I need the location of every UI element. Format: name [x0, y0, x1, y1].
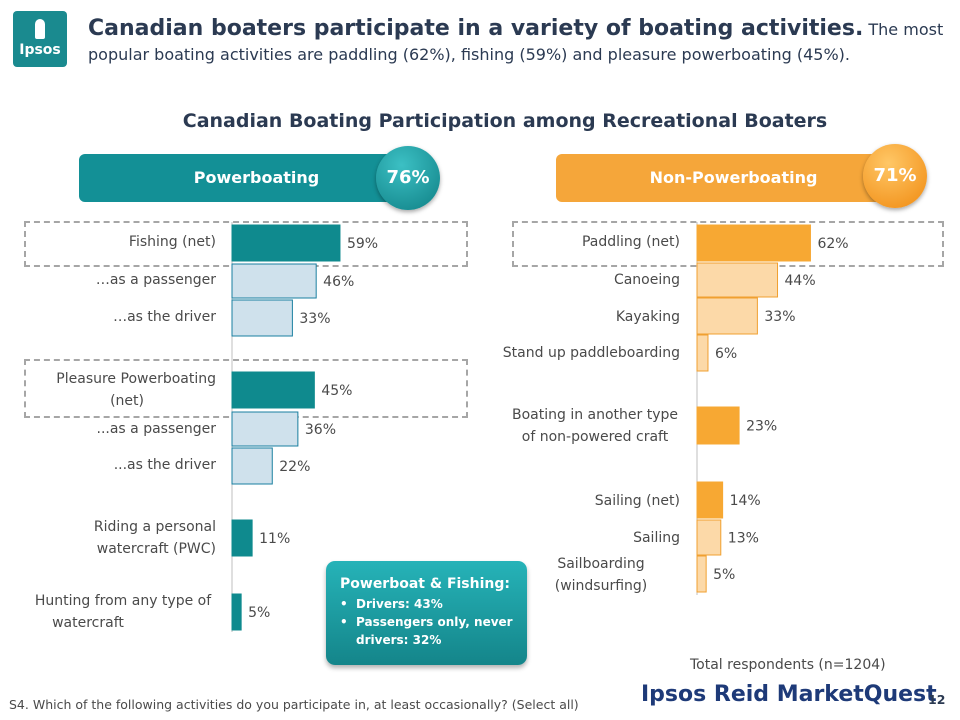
category-label: …as a passenger [95, 272, 216, 288]
data-label: 33% [299, 311, 330, 327]
callout-item: Passengers only, never drivers: 32% [340, 613, 517, 649]
callout-list: Drivers: 43% Passengers only, never driv… [326, 595, 527, 649]
bar [696, 297, 758, 335]
category-label-line: Riding a personal [93, 519, 216, 535]
footnote: S4. Which of the following activities do… [9, 697, 579, 712]
category-label-line: (net) [110, 393, 144, 409]
data-label: 13% [728, 531, 759, 547]
category-label-line: Hunting from any type of [34, 593, 212, 609]
headline-rest: The most popular boating activities are … [88, 20, 944, 64]
total-respondents: Total respondents (n=1204) [690, 657, 886, 673]
headline: Canadian boaters participate in a variet… [88, 16, 948, 67]
data-label: 46% [323, 274, 354, 290]
category-label-line: (windsurfing) [554, 578, 648, 594]
data-label: 5% [248, 605, 270, 621]
page-number: 12 [928, 692, 946, 707]
bar [696, 481, 724, 519]
category-label: Stand up paddleboarding [502, 345, 680, 361]
category-label: Canoeing [613, 272, 680, 288]
category-label: ...as the driver [113, 457, 216, 473]
category-label: Riding a personal watercraft (PWC) [20, 516, 216, 560]
category-label-line: Pleasure Powerboating [56, 371, 216, 387]
data-label: 36% [305, 422, 336, 438]
callout-title: Powerboat & Fishing: [340, 576, 510, 592]
powerboat-fishing-callout: Powerboat & Fishing: Drivers: 43% Passen… [326, 561, 527, 665]
category-label: Sailboarding (windsurfing) [470, 553, 680, 597]
bar [696, 555, 707, 593]
bar [231, 447, 273, 485]
category-label: Kayaking [615, 309, 680, 325]
bar [231, 519, 253, 557]
bar [231, 593, 242, 631]
powerboating-label: Powerboating [193, 168, 320, 187]
category-label: Hunting from any type of watercraft [20, 590, 216, 634]
category-label-line: of non-powered craft [521, 429, 669, 445]
data-label: 11% [259, 531, 290, 547]
powerboating-total-badge: 76% [376, 146, 440, 210]
brand-logo-text: Ipsos Reid MarketQuest [641, 682, 937, 707]
data-label: 23% [746, 419, 777, 435]
bar [231, 299, 293, 337]
non-powerboating-label: Non-Powerboating [649, 168, 818, 187]
bar [696, 519, 722, 556]
logo-text: Ipsos [19, 42, 61, 58]
category-label: Sailing [633, 530, 680, 546]
category-label: ...as a passenger [96, 421, 217, 437]
bar [696, 406, 740, 445]
category-label: Paddling (net) [581, 234, 680, 250]
non-powerboating-pill: Non-Powerboating [556, 154, 896, 202]
bar [696, 262, 779, 298]
data-label: 6% [715, 346, 737, 362]
bar [231, 263, 317, 299]
category-label: Fishing (net) [128, 234, 216, 250]
category-label-line: Sailboarding [557, 556, 645, 572]
data-label: 14% [730, 493, 761, 509]
headline-bold: Canadian boaters participate in a variet… [88, 16, 864, 41]
chart-title: Canadian Boating Participation among Rec… [182, 110, 828, 132]
ipsos-logo: Ipsos [13, 11, 67, 67]
category-label: Boating in another type of non-powered c… [470, 404, 680, 448]
person-icon [35, 19, 45, 39]
data-label: 5% [713, 567, 735, 583]
category-label-line: watercraft (PWC) [96, 541, 216, 557]
category-label-line: watercraft [52, 615, 124, 631]
data-label: 33% [764, 309, 795, 325]
data-label: 44% [785, 273, 816, 289]
category-label: …as the driver [113, 309, 216, 325]
category-label-line: Boating in another type [511, 407, 679, 423]
category-label: Pleasure Powerboating (net) [20, 368, 216, 412]
category-label: Sailing (net) [594, 493, 680, 509]
powerboating-pill: Powerboating [79, 154, 425, 202]
data-label: 22% [279, 459, 310, 475]
non-powerboating-total-badge: 71% [863, 144, 927, 208]
bar [696, 334, 709, 372]
callout-item: Drivers: 43% [340, 595, 517, 613]
